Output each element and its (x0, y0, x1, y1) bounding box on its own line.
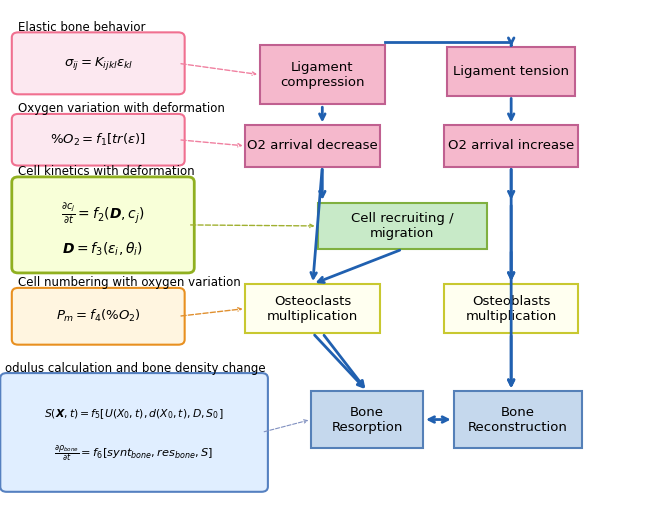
FancyBboxPatch shape (318, 203, 487, 249)
Text: $\sigma_{ij} = K_{ijkl}\varepsilon_{kl}$: $\sigma_{ij} = K_{ijkl}\varepsilon_{kl}$ (63, 55, 133, 72)
Text: $\boldsymbol{D} = f_3(\varepsilon_i, \theta_i)$: $\boldsymbol{D} = f_3(\varepsilon_i, \th… (62, 240, 143, 258)
FancyBboxPatch shape (12, 114, 184, 166)
FancyBboxPatch shape (454, 391, 582, 448)
Text: O2 arrival increase: O2 arrival increase (448, 140, 575, 153)
FancyBboxPatch shape (260, 45, 385, 104)
Text: Cell numbering with oxygen variation: Cell numbering with oxygen variation (18, 276, 241, 289)
Text: Ligament tension: Ligament tension (453, 64, 569, 77)
Text: Bone
Reconstruction: Bone Reconstruction (468, 405, 567, 433)
FancyBboxPatch shape (311, 391, 423, 448)
FancyBboxPatch shape (12, 288, 184, 345)
Text: $\frac{\partial c_j}{\partial t} = f_2(\boldsymbol{D}, c_j)$: $\frac{\partial c_j}{\partial t} = f_2(\… (61, 200, 144, 226)
Text: Cell recruiting /
migration: Cell recruiting / migration (351, 212, 454, 240)
FancyBboxPatch shape (444, 284, 578, 333)
FancyBboxPatch shape (245, 284, 380, 333)
FancyBboxPatch shape (0, 373, 268, 492)
Text: Bone
Resorption: Bone Resorption (331, 405, 403, 433)
Text: $\%O_2 = f_1[tr(\varepsilon)]$: $\%O_2 = f_1[tr(\varepsilon)]$ (50, 132, 146, 148)
Text: $P_m = f_4(\%O_2)$: $P_m = f_4(\%O_2)$ (56, 308, 141, 324)
Text: Ligament
compression: Ligament compression (280, 61, 364, 89)
Text: $S(\boldsymbol{X},t) = f_5[U(\boldsymbol{X_0},t), d(\boldsymbol{X_0},t), D, S_0]: $S(\boldsymbol{X},t) = f_5[U(\boldsymbol… (44, 407, 223, 421)
FancyBboxPatch shape (447, 47, 575, 95)
Text: Osteoclasts
multiplication: Osteoclasts multiplication (267, 295, 358, 322)
Text: $\frac{\partial \rho_{bone}}{\partial t} = f_6[synt_{bone}, res_{bone}, S]$: $\frac{\partial \rho_{bone}}{\partial t}… (54, 443, 213, 463)
Text: O2 arrival decrease: O2 arrival decrease (247, 140, 378, 153)
Text: Oxygen variation with deformation: Oxygen variation with deformation (18, 102, 225, 115)
Text: Osteoblasts
multiplication: Osteoblasts multiplication (466, 295, 557, 322)
Text: odulus calculation and bone density change: odulus calculation and bone density chan… (5, 362, 266, 375)
FancyBboxPatch shape (444, 125, 578, 167)
FancyBboxPatch shape (245, 125, 380, 167)
Text: Elastic bone behavior: Elastic bone behavior (18, 21, 146, 34)
Text: Cell kinetics with deformation: Cell kinetics with deformation (18, 165, 195, 178)
FancyBboxPatch shape (12, 32, 184, 94)
FancyBboxPatch shape (12, 177, 194, 273)
